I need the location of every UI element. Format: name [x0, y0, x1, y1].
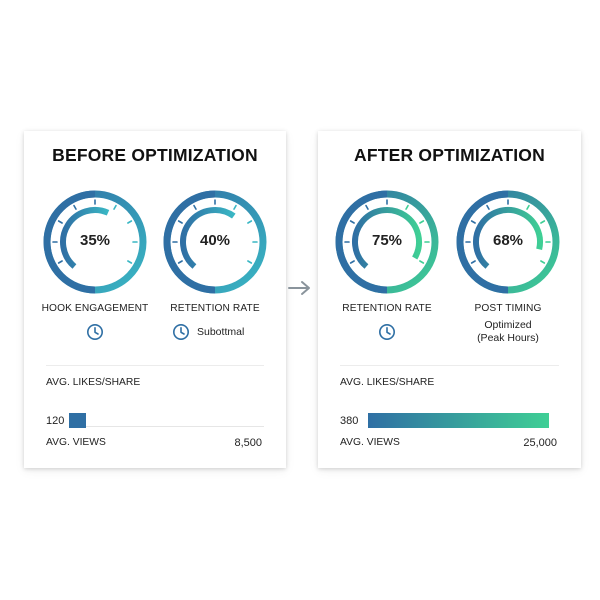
gauge-tick	[540, 220, 546, 224]
gauge-progress-arc	[473, 207, 543, 269]
gauge-hook-engagement: 35%	[41, 188, 149, 296]
gauge-outer-ring-left	[43, 190, 96, 294]
divider	[340, 365, 559, 366]
gauge-value: 68%	[492, 232, 524, 249]
after-optimization-card: AFTER OPTIMIZATION 75% 68% RETENTION RAT…	[318, 131, 581, 468]
gauge-tick	[540, 260, 546, 264]
gauge-outer-ring-left	[456, 190, 509, 294]
arrow-right-icon	[286, 279, 314, 297]
gauge-tick	[365, 204, 369, 210]
likes-bar	[69, 413, 86, 428]
gauge-tick	[127, 220, 133, 224]
gauge-tick	[73, 204, 77, 210]
gauge-tick	[177, 260, 183, 264]
gauge-tick	[419, 220, 425, 224]
gauge-progress-arc	[180, 207, 236, 269]
clock-icon	[86, 323, 104, 341]
gauge-value: 35%	[79, 232, 111, 249]
metric-label-retention-rate: RETENTION RATE	[342, 303, 432, 314]
gauge-tick	[470, 260, 476, 264]
status-text: Optimized (Peak Hours)	[453, 319, 563, 345]
gauge-outer-ring-left	[163, 190, 216, 294]
metric-label-hook-engagement: HOOK ENGAGEMENT	[41, 303, 149, 314]
gauge-retention-rate: 40%	[161, 188, 269, 296]
gauge-tick	[247, 220, 253, 224]
status-line-optimized: Optimized	[484, 319, 532, 331]
gauge-ring	[163, 190, 267, 294]
gauge-post-timing: 68%	[454, 188, 562, 296]
gauge-ring	[335, 190, 439, 294]
card-title: BEFORE OPTIMIZATION	[52, 145, 258, 165]
gauge-tick	[526, 204, 530, 210]
clock-icon	[378, 323, 396, 341]
likes-label: AVG. LIKES/SHARE	[340, 377, 435, 388]
gauge-tick	[57, 220, 63, 224]
gauge-value: 75%	[371, 232, 403, 249]
views-label: AVG. VIEWS	[46, 437, 106, 448]
gauge-retention-rate: 75%	[333, 188, 441, 296]
gauge-tick	[113, 204, 117, 210]
metric-label-retention-rate: RETENTION RATE	[170, 303, 260, 314]
views-value: 25,000	[523, 437, 557, 449]
divider	[46, 365, 264, 366]
likes-value: 380	[340, 415, 359, 427]
gauge-tick	[233, 204, 237, 210]
gauge-value: 40%	[199, 232, 231, 249]
gauge-tick	[349, 220, 355, 224]
gauge-tick	[405, 204, 409, 210]
before-optimization-card: BEFORE OPTIMIZATION 35% 40% HOOK ENGAGEM…	[24, 131, 286, 468]
status-text: Subottmal	[197, 326, 245, 338]
likes-label: AVG. LIKES/SHARE	[46, 377, 141, 388]
gauge-tick	[127, 260, 133, 264]
likes-bar	[368, 413, 549, 428]
gauge-tick	[177, 220, 183, 224]
gauge-ring	[43, 190, 147, 294]
gauge-progress-arc	[352, 207, 422, 269]
gauge-tick	[349, 260, 355, 264]
gauge-tick	[470, 220, 476, 224]
likes-value: 120	[46, 415, 65, 427]
gauge-outer-ring-left	[335, 190, 388, 294]
gauge-ring	[456, 190, 560, 294]
status-line-peak-hours: (Peak Hours)	[477, 332, 539, 344]
gauge-tick	[193, 204, 197, 210]
views-value: 8,500	[234, 437, 262, 449]
metric-label-post-timing: POST TIMING	[474, 303, 542, 314]
clock-icon	[172, 323, 190, 341]
gauge-tick	[247, 260, 253, 264]
gauge-tick	[57, 260, 63, 264]
likes-bar-track	[69, 426, 264, 427]
views-label: AVG. VIEWS	[340, 437, 400, 448]
gauge-progress-arc	[60, 207, 110, 269]
card-title: AFTER OPTIMIZATION	[354, 145, 545, 165]
gauge-tick	[486, 204, 490, 210]
gauge-tick	[419, 260, 425, 264]
